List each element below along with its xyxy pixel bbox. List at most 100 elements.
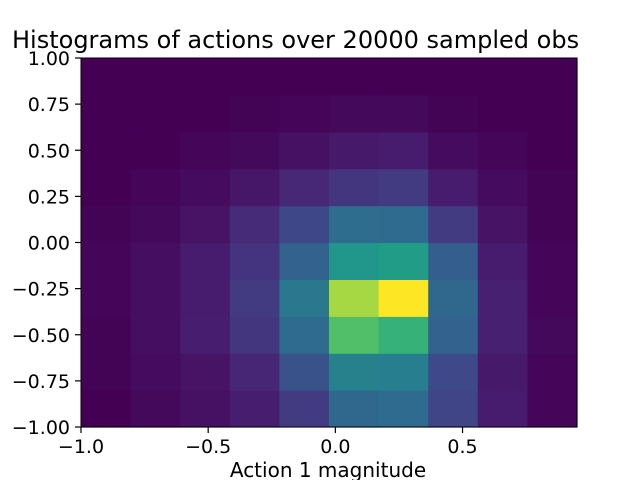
heatmap-cell	[180, 168, 231, 207]
heatmap-cell	[378, 242, 429, 280]
heatmap-cell	[527, 242, 578, 280]
y-tick-label: 0.00	[28, 233, 70, 255]
heatmap-cell	[130, 316, 181, 354]
heatmap-cell	[428, 353, 479, 391]
heatmap-cell	[329, 279, 380, 317]
heatmap-cell	[428, 390, 479, 428]
heatmap-cell	[477, 131, 528, 170]
heatmap-cell	[329, 205, 380, 244]
heatmap-cell	[527, 316, 578, 354]
heatmap-cell	[229, 353, 280, 391]
heatmap-cell	[279, 168, 330, 207]
heatmap-cell	[378, 168, 429, 207]
x-tick-label: −0.5	[185, 436, 231, 458]
heatmap-cell	[477, 279, 528, 317]
y-tick-label: −0.50	[12, 325, 70, 347]
y-tick-label: 0.50	[28, 140, 70, 162]
heatmap-cell	[279, 316, 330, 354]
heatmap-cell	[130, 279, 181, 317]
heatmap-cell	[130, 131, 181, 170]
heatmap-cell	[279, 131, 330, 170]
heatmap-cell	[428, 94, 479, 133]
heatmap-cell	[378, 58, 429, 96]
heatmap-cell	[130, 390, 181, 428]
heatmap-cell	[180, 242, 231, 280]
heatmap-cell	[527, 58, 578, 96]
heatmap-cell	[81, 390, 132, 428]
heatmap-cell	[81, 353, 132, 391]
heatmap-cell	[378, 390, 429, 428]
heatmap-cell	[428, 279, 479, 317]
heatmap-cell	[428, 242, 479, 280]
heatmap-cell	[329, 353, 380, 391]
heatmap-cell	[279, 279, 330, 317]
heatmap-cell	[378, 94, 429, 133]
heatmap-cell	[378, 131, 429, 170]
heatmap-cell	[279, 94, 330, 133]
x-tick-label: 0.0	[320, 436, 350, 458]
heatmap-cell	[378, 316, 429, 354]
x-tick-label: −1.0	[58, 436, 104, 458]
heatmap-cell	[477, 168, 528, 207]
heatmap-cell	[180, 131, 231, 170]
heatmap-cell	[477, 390, 528, 428]
heatmap-cell	[130, 168, 181, 207]
heatmap-cell	[180, 316, 231, 354]
heatmap-cell	[527, 168, 578, 207]
heatmap-cell	[229, 94, 280, 133]
heatmap-cells	[81, 58, 578, 428]
heatmap-cell	[477, 353, 528, 391]
heatmap-cell	[329, 168, 380, 207]
heatmap-cell	[180, 94, 231, 133]
y-tick-label: −0.25	[12, 279, 70, 301]
heatmap-cell	[527, 353, 578, 391]
heatmap-cell	[130, 58, 181, 96]
heatmap-cell	[329, 131, 380, 170]
heatmap-cell	[378, 353, 429, 391]
heatmap-cell	[229, 390, 280, 428]
y-tick-label: 0.75	[28, 94, 70, 116]
heatmap-cell	[229, 205, 280, 244]
heatmap-cell	[378, 205, 429, 244]
heatmap-cell	[477, 242, 528, 280]
heatmap-cell	[81, 94, 132, 133]
heatmap-cell	[229, 168, 280, 207]
y-tick-label: −0.75	[12, 371, 70, 393]
heatmap-cell	[130, 205, 181, 244]
y-tick-label: −1.00	[12, 417, 70, 439]
x-axis-ticks: −1.0 −0.5 0.0 0.5	[58, 427, 478, 458]
heatmap-cell	[81, 168, 132, 207]
heatmap-cell	[329, 58, 380, 96]
heatmap-cell	[279, 390, 330, 428]
heatmap-cell	[279, 353, 330, 391]
heatmap-cell	[527, 94, 578, 133]
heatmap-cell	[229, 316, 280, 354]
heatmap-cell	[279, 58, 330, 96]
heatmap-cell	[428, 168, 479, 207]
heatmap-cell	[81, 205, 132, 244]
heatmap-cell	[527, 279, 578, 317]
heatmap-cell	[81, 279, 132, 317]
heatmap-cell	[329, 390, 380, 428]
heatmap-cell	[477, 94, 528, 133]
heatmap-cell	[81, 58, 132, 96]
heatmap-cell	[477, 205, 528, 244]
heatmap-cell	[279, 205, 330, 244]
heatmap-cell	[279, 242, 330, 280]
heatmap-cell	[329, 242, 380, 280]
heatmap-cell	[378, 279, 429, 317]
heatmap-cell	[81, 316, 132, 354]
heatmap-cell	[180, 205, 231, 244]
heatmap-cell	[229, 242, 280, 280]
heatmap-cell	[527, 205, 578, 244]
y-axis-ticks: −1.00 −0.75 −0.50 −0.25 0.00 0.25 0.50 0.75 1.00	[12, 48, 81, 439]
heatmap-cell	[229, 58, 280, 96]
heatmap-cell	[329, 316, 380, 354]
heatmap-cell	[130, 242, 181, 280]
heatmap-cell	[130, 94, 181, 133]
y-tick-label: 0.25	[28, 186, 70, 208]
y-tick-label: 1.00	[28, 48, 70, 70]
heatmap-cell	[428, 131, 479, 170]
heatmap-cell	[81, 242, 132, 280]
